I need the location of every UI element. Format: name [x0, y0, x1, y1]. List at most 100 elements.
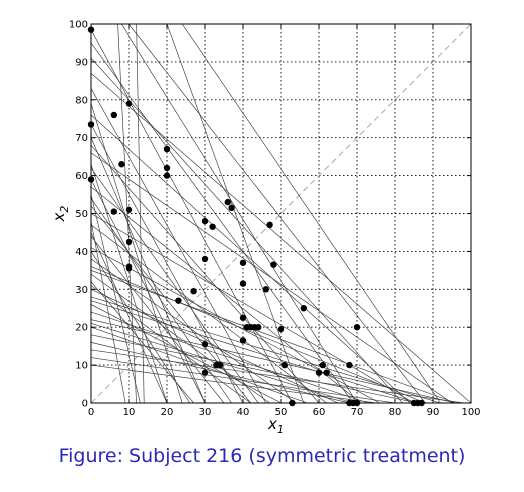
- data-point: [201, 255, 209, 263]
- data-point: [118, 161, 125, 168]
- budget-line: [91, 137, 206, 403]
- y-axis-label-subscript: 2: [58, 206, 71, 213]
- budget-line: [91, 334, 418, 403]
- budget-line: [91, 194, 141, 403]
- x-tick-label: 30: [199, 407, 212, 418]
- data-point: [190, 287, 197, 295]
- data-point: [175, 297, 182, 304]
- budget-line: [166, 24, 305, 403]
- data-point: [262, 286, 269, 293]
- data-point: [277, 325, 285, 333]
- budget-line: [91, 266, 426, 403]
- budget-line: [136, 24, 145, 403]
- data-point: [239, 259, 247, 266]
- data-point: [239, 280, 247, 287]
- data-points: [87, 26, 425, 407]
- budget-line: [91, 42, 354, 403]
- budget-line: [91, 198, 232, 403]
- data-point: [319, 361, 326, 369]
- data-point: [87, 176, 95, 183]
- y-tick-label: 30: [75, 285, 88, 296]
- data-point: [217, 361, 224, 369]
- budget-lines: [91, 24, 471, 403]
- y-tick-label: 80: [75, 95, 88, 106]
- budget-line: [181, 24, 441, 403]
- data-point: [300, 305, 307, 312]
- x-tick-label: 50: [275, 407, 288, 418]
- data-point: [125, 100, 133, 107]
- data-point: [315, 369, 323, 376]
- data-point: [110, 111, 118, 119]
- budget-line: [91, 73, 471, 403]
- data-point: [255, 324, 262, 331]
- budget-line: [91, 224, 327, 403]
- data-point: [289, 399, 296, 407]
- data-point: [163, 145, 171, 153]
- y-tick-labels: 0 10 20 30 40 50 60 70 80 90 100: [69, 20, 88, 410]
- x-tick-label: 20: [161, 407, 174, 418]
- budget-line: [91, 296, 441, 403]
- budget-line: [91, 319, 456, 403]
- y-tick-label: 10: [75, 361, 88, 372]
- budget-line: [91, 311, 369, 403]
- y-tick-label: 50: [75, 209, 88, 220]
- y-tick-label: 100: [69, 20, 88, 31]
- data-point: [125, 206, 133, 213]
- budget-line: [91, 186, 362, 403]
- x-tick-label: 0: [88, 407, 94, 418]
- budget-line: [91, 221, 126, 403]
- x-axis-label-subscript: 1: [277, 423, 284, 436]
- budget-line: [91, 285, 251, 403]
- data-point: [125, 265, 133, 272]
- figure-caption: Figure: Subject 216 (symmetric treatment…: [59, 445, 466, 467]
- data-point: [418, 399, 425, 407]
- budget-line: [91, 289, 339, 403]
- budget-line: [91, 232, 168, 403]
- budget-line: [91, 167, 259, 403]
- data-point: [266, 221, 273, 229]
- data-point: [201, 341, 209, 348]
- data-point: [110, 208, 118, 215]
- y-tick-label: 0: [82, 399, 88, 410]
- y-tick-label: 70: [75, 133, 88, 144]
- data-point: [163, 172, 171, 179]
- y-axis-label: x2: [50, 206, 71, 223]
- y-tick-label: 60: [75, 171, 88, 182]
- x-tick-label: 40: [237, 407, 250, 418]
- data-point: [87, 26, 95, 33]
- axis-ticks: [90, 23, 472, 404]
- budget-line: [91, 258, 297, 403]
- data-point: [353, 399, 361, 407]
- x-axis-label-main: x: [267, 415, 277, 433]
- data-point: [353, 324, 361, 331]
- budget-line: [91, 103, 183, 403]
- y-tick-label: 90: [75, 57, 88, 68]
- x-tick-label: 100: [461, 407, 480, 418]
- data-point: [163, 164, 171, 172]
- x-tick-label: 80: [389, 407, 402, 418]
- budget-line: [117, 24, 137, 403]
- data-point: [87, 121, 95, 128]
- data-point: [228, 204, 235, 212]
- y-axis-label-main: x: [50, 212, 68, 222]
- budget-line: [91, 304, 282, 403]
- data-point: [323, 369, 330, 376]
- budget-line: [91, 270, 456, 403]
- budget-line: [91, 364, 377, 403]
- budget-line: [91, 357, 396, 403]
- data-point: [201, 369, 209, 376]
- data-point: [209, 223, 216, 230]
- budget-line: [91, 213, 415, 403]
- x-tick-label: 10: [123, 407, 136, 418]
- data-point: [346, 361, 353, 369]
- x-axis-label: x1: [267, 415, 284, 436]
- x-tick-labels: 0 10 20 30 40 50 60 70 80 90 100: [88, 407, 481, 418]
- data-point: [125, 238, 133, 246]
- budget-line: [91, 29, 293, 403]
- budget-line: [91, 300, 418, 403]
- data-point: [239, 314, 247, 321]
- budget-line: [91, 152, 453, 403]
- data-point: [224, 198, 231, 206]
- data-point: [281, 361, 288, 369]
